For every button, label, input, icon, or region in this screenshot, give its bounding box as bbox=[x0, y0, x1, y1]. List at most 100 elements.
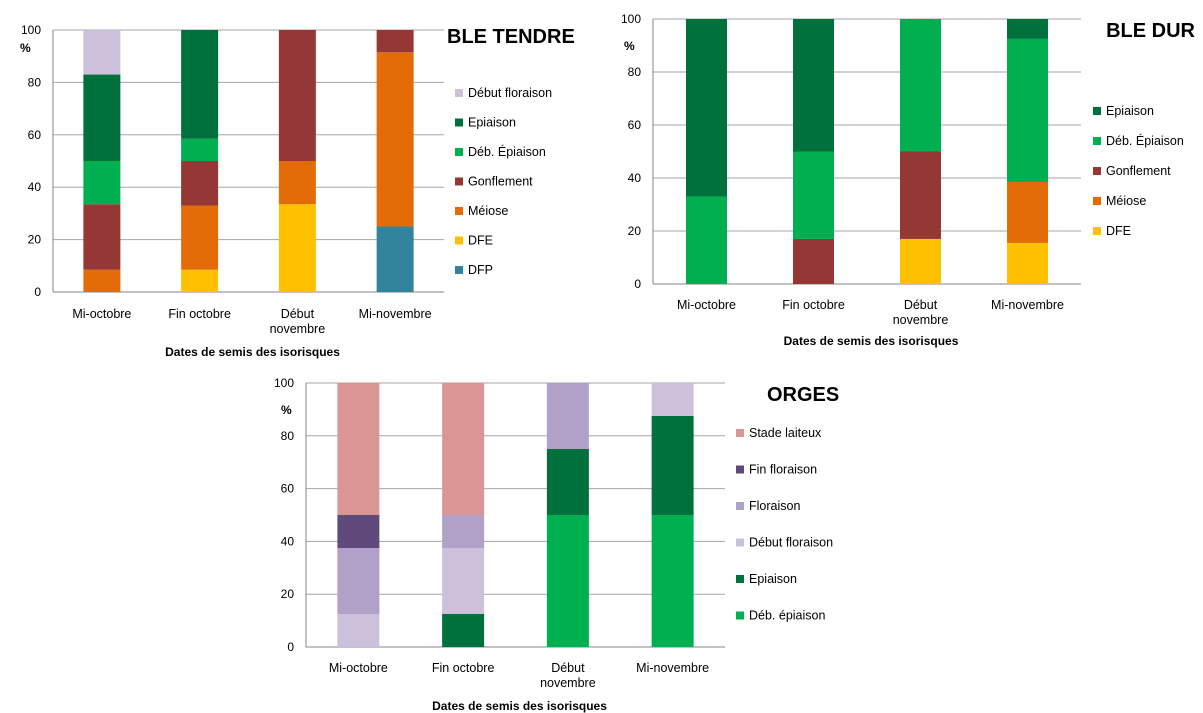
bar-segment bbox=[181, 30, 219, 139]
chart-svg: 0 20 40 60 80 100% Mi-octobre Fin octobre Débutn… bbox=[621, 12, 1196, 348]
x-tick-label: Début bbox=[281, 307, 315, 321]
y-axis-unit: % bbox=[20, 41, 31, 55]
bar-segment bbox=[442, 383, 485, 515]
legend-swatch bbox=[1093, 167, 1101, 175]
bar-segment bbox=[83, 269, 121, 292]
bar-segment bbox=[1007, 19, 1048, 39]
bar-segment bbox=[442, 614, 485, 647]
bar-segment bbox=[546, 449, 589, 515]
bar-segment bbox=[337, 614, 380, 647]
chart-svg: 0 20 40 60 80 100% Mi-octobre Fin octobre Débutn… bbox=[274, 376, 839, 713]
chart-title: BLE TENDRE bbox=[447, 26, 575, 48]
y-axis-unit: % bbox=[624, 39, 635, 53]
bar-segment bbox=[442, 548, 485, 614]
bar-segment bbox=[546, 383, 589, 449]
y-tick-label: 0 bbox=[634, 277, 641, 291]
bar-segment bbox=[181, 205, 219, 270]
legend-entry: DFE bbox=[468, 234, 493, 248]
bar-segment bbox=[376, 226, 414, 292]
y-tick-label: 20 bbox=[628, 224, 642, 238]
legend-entry: Déb. épiaison bbox=[749, 609, 825, 623]
bar-segment bbox=[278, 161, 316, 205]
legend-swatch bbox=[736, 502, 744, 510]
bar-segment bbox=[793, 238, 834, 284]
legend-entry: DFP bbox=[468, 263, 493, 277]
x-tick-label: novembre bbox=[540, 676, 596, 690]
legend-swatch bbox=[455, 236, 463, 245]
legend-swatch bbox=[1093, 137, 1101, 145]
bar-segment bbox=[181, 138, 219, 161]
y-tick-label: 100 bbox=[621, 12, 641, 26]
legend-entry: Fin floraison bbox=[749, 463, 817, 477]
bar-segment bbox=[1007, 38, 1048, 182]
bar-segment bbox=[686, 196, 727, 284]
y-tick-label: 0 bbox=[34, 285, 41, 299]
bar-segment bbox=[900, 151, 941, 239]
y-tick-label: 100 bbox=[21, 23, 41, 37]
legend-entry: Epiaison bbox=[1106, 104, 1154, 118]
legend-swatch bbox=[736, 575, 744, 583]
y-tick-label: 60 bbox=[28, 128, 42, 142]
legend-entry: Gonflement bbox=[1106, 164, 1171, 178]
bar-segment bbox=[83, 74, 121, 161]
chart-orges: 0 20 40 60 80 100% Mi-octobre Fin octobre Début n… bbox=[255, 368, 875, 713]
legend-swatch bbox=[455, 118, 463, 127]
legend-entry: Gonflement bbox=[468, 175, 533, 189]
chart-title: ORGES bbox=[767, 384, 839, 406]
x-tick-label: Début bbox=[904, 298, 938, 312]
bar-segment bbox=[1007, 242, 1048, 284]
bar-segment bbox=[793, 151, 834, 239]
x-tick-label: Mi-novembre bbox=[359, 307, 432, 321]
y-tick-label: 20 bbox=[281, 587, 295, 601]
chart-ble-dur: 0 20 40 60 80 100% Mi-octobre Fin octobre Début n… bbox=[595, 0, 1203, 355]
legend-entry: Début floraison bbox=[749, 536, 833, 550]
chart-title: BLE DUR bbox=[1106, 20, 1195, 42]
bar-segment bbox=[83, 30, 121, 75]
legend-swatch bbox=[736, 429, 744, 437]
y-axis-unit: % bbox=[281, 403, 292, 417]
y-tick-label: 40 bbox=[281, 534, 295, 548]
bar-segment bbox=[900, 238, 941, 284]
x-tick-label: Fin octobre bbox=[782, 298, 845, 312]
x-tick-label: Mi-octobre bbox=[72, 307, 131, 321]
legend-swatch bbox=[455, 89, 463, 97]
chart-ble-tendre: 0 20 40 60 80 100% Mi-octobre Fin octobre Début n… bbox=[0, 0, 600, 360]
y-tick-label: 80 bbox=[628, 65, 642, 79]
legend-swatch bbox=[736, 538, 744, 547]
x-tick-label: Fin octobre bbox=[168, 307, 231, 321]
legend-swatch bbox=[455, 207, 463, 215]
bar-segment bbox=[278, 204, 316, 292]
bar-segment bbox=[900, 19, 941, 152]
x-axis-label: Dates de semis des isorisques bbox=[432, 699, 607, 713]
legend-entry: DFE bbox=[1106, 224, 1131, 238]
bar-segment bbox=[1007, 181, 1048, 243]
x-tick-label: novembre bbox=[893, 313, 949, 327]
legend-swatch bbox=[455, 266, 463, 274]
x-axis-label: Dates de semis des isorisques bbox=[165, 345, 340, 359]
bar-segment bbox=[181, 161, 219, 206]
bar-segment bbox=[651, 515, 694, 647]
bar-segment bbox=[546, 515, 589, 647]
bar-segment bbox=[651, 416, 694, 515]
bar-segment bbox=[83, 204, 121, 270]
y-tick-label: 80 bbox=[281, 429, 295, 443]
legend-swatch bbox=[1093, 107, 1101, 115]
x-tick-label: Mi-novembre bbox=[636, 661, 709, 675]
bar-segment bbox=[376, 52, 414, 227]
bar-segment bbox=[337, 548, 380, 614]
legend-entry: Floraison bbox=[749, 499, 800, 513]
y-tick-label: 100 bbox=[274, 376, 294, 390]
legend-swatch bbox=[455, 177, 463, 186]
x-tick-label: Mi-octobre bbox=[329, 661, 388, 675]
x-axis-label: Dates de semis des isorisques bbox=[784, 334, 959, 348]
bar-segment bbox=[651, 383, 694, 416]
legend-swatch bbox=[1093, 227, 1101, 235]
x-tick-label: Mi-octobre bbox=[677, 298, 736, 312]
legend-entry: Début floraison bbox=[468, 86, 552, 100]
legend-entry: Déb. Épiaison bbox=[468, 144, 546, 159]
legend-swatch bbox=[736, 465, 744, 474]
y-tick-label: 80 bbox=[28, 75, 42, 89]
y-tick-label: 40 bbox=[628, 171, 642, 185]
legend-swatch bbox=[1093, 197, 1101, 205]
legend-swatch bbox=[736, 611, 744, 620]
